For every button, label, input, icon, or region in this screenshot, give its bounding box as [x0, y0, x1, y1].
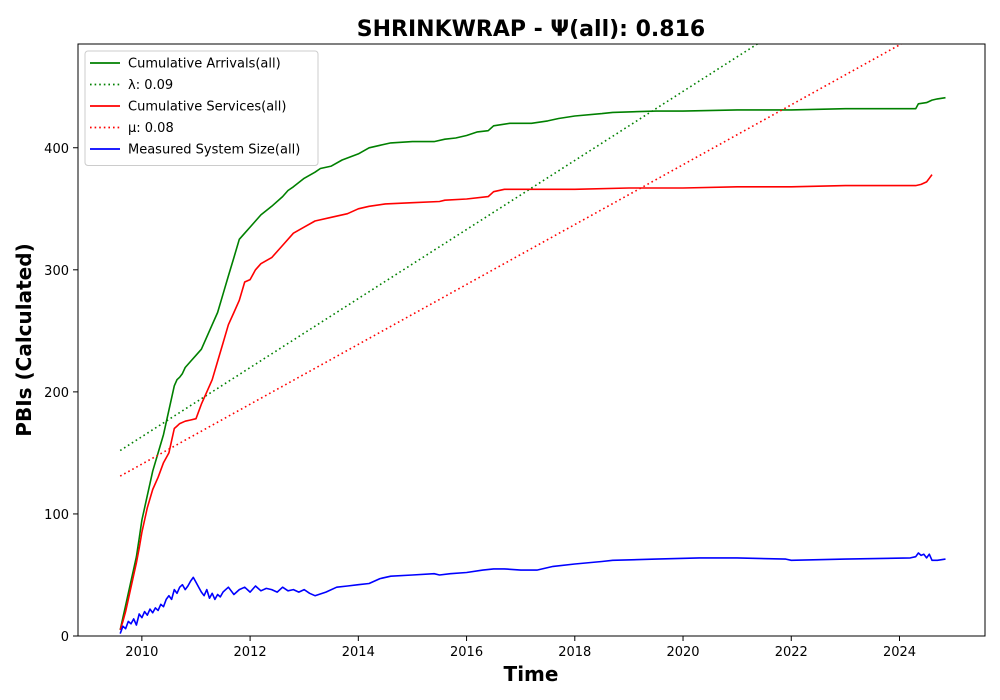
series-line-0-08 [119, 44, 903, 477]
legend-entry-label: Cumulative Services(all) [128, 100, 286, 115]
series-line-measured-system-size-all [119, 552, 946, 634]
x-tick-label: 2012 [234, 645, 267, 660]
y-tick-label: 300 [44, 264, 69, 279]
legend: Cumulative Arrivals(all) λ: 0.09 Cumulativ… [84, 50, 319, 166]
legend-entry-label: Cumulative Arrivals(all) [128, 57, 281, 72]
x-tick-label: 2018 [558, 645, 591, 660]
x-tick-label: 2022 [775, 645, 808, 660]
x-tick-label: 2020 [666, 645, 699, 660]
x-tick-label: 2024 [883, 645, 916, 660]
series-line-0-09 [119, 44, 759, 452]
legend-entry-label: μ: 0.08 [128, 121, 174, 136]
series-layer [119, 44, 946, 634]
series-line-cumulative-arrivals-all [119, 96, 946, 631]
series-line-cumulative-services-all [119, 174, 933, 631]
legend-box [84, 50, 319, 166]
x-axis-label: Time [504, 662, 559, 686]
chart-title: SHRINKWRAP - Ψ(all): 0.816 [357, 17, 705, 42]
y-tick-label: 200 [44, 386, 69, 401]
axes-layer: 2010 2012 2014 2016 2018 2020 2022 2024 0 100 200 3… [44, 43, 986, 660]
y-tick-label: 0 [61, 630, 69, 645]
y-axis-label: PBIs (Calculated) [12, 243, 36, 436]
x-tick-label: 2014 [342, 645, 375, 660]
plot-frame [77, 43, 986, 637]
y-tick-label: 100 [44, 508, 69, 523]
y-tick-label: 400 [44, 142, 69, 157]
legend-entry-label: Measured System Size(all) [128, 143, 300, 158]
legend-entry-label: λ: 0.09 [128, 78, 173, 93]
x-tick-label: 2010 [125, 645, 158, 660]
x-tick-label: 2016 [450, 645, 483, 660]
